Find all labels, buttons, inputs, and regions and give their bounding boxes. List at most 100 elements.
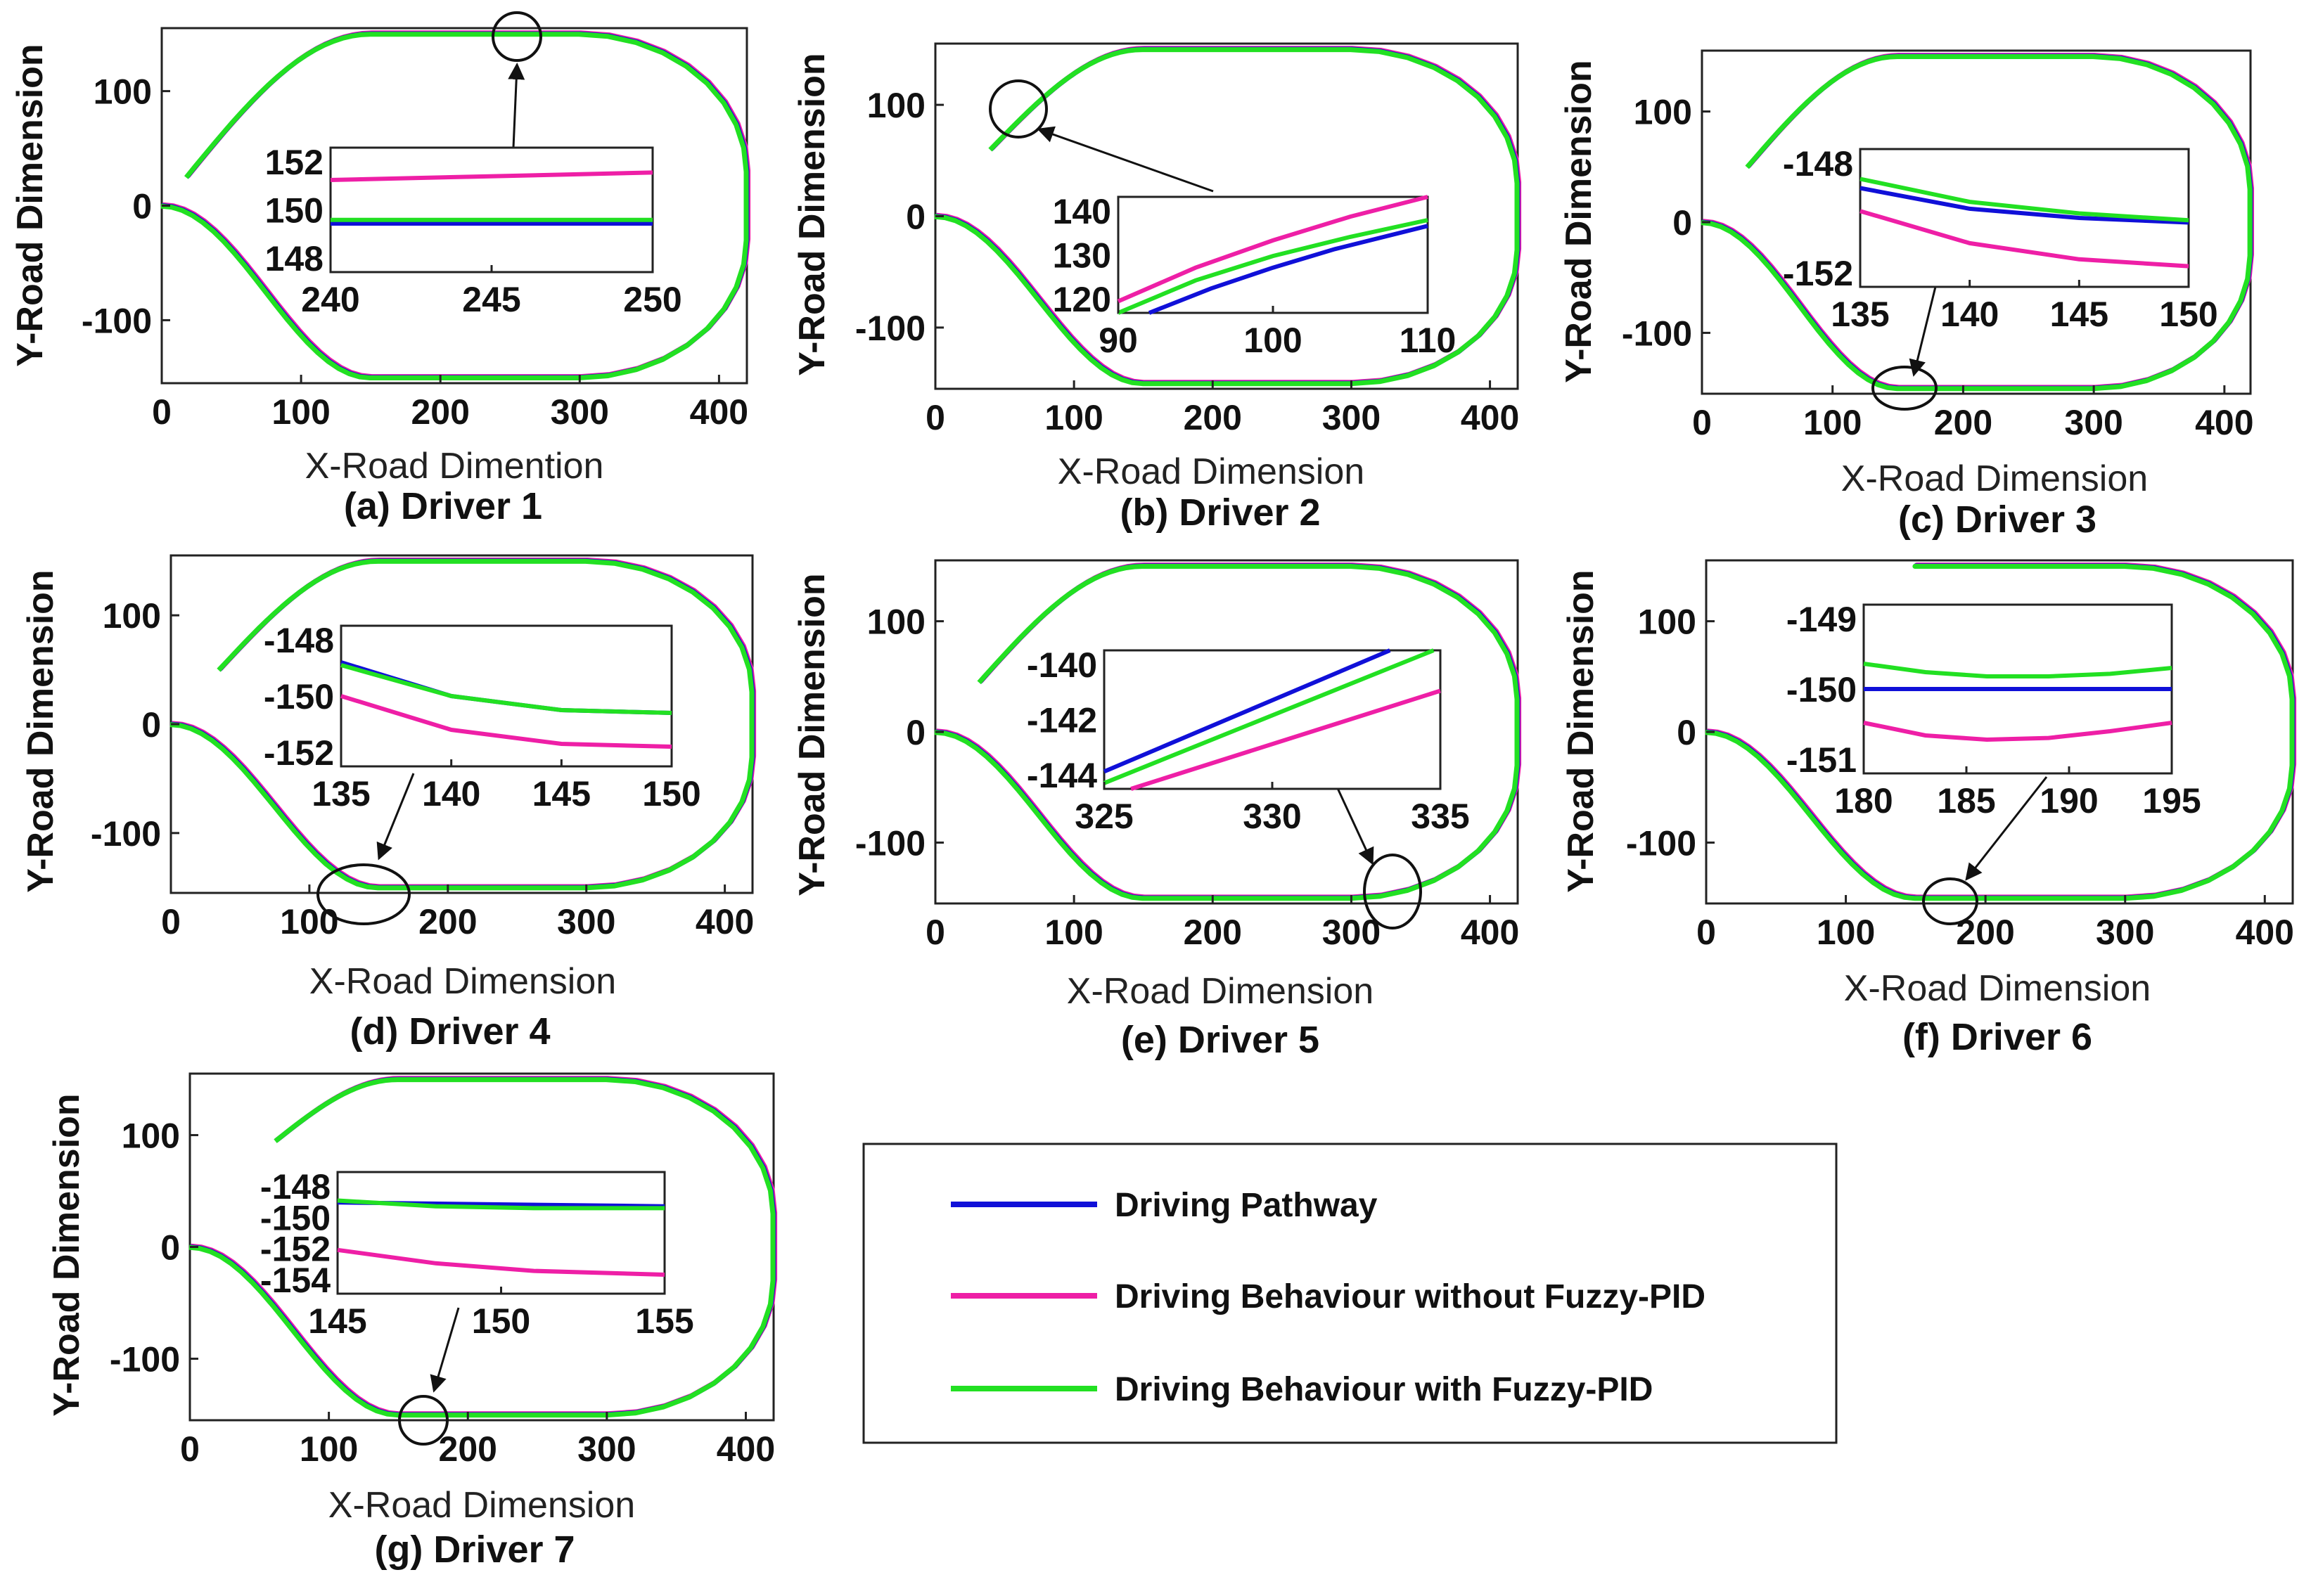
panel-caption: (b) Driver 2 — [1120, 491, 1320, 534]
inset-x-tick-label: 140 — [422, 774, 480, 813]
legend: Driving Pathway Driving Behaviour withou… — [862, 1143, 1838, 1444]
inset-series-line — [1117, 195, 1428, 304]
panel-caption: (c) Driver 3 — [1898, 498, 2096, 541]
panel-caption: (f) Driver 6 — [1902, 1016, 2092, 1058]
inset-series-line — [1130, 688, 1441, 791]
x-tick-label: 100 — [280, 902, 338, 941]
inset-x-tick-label: 180 — [1834, 781, 1893, 820]
y-axis-label: Y-Road Dimension — [792, 53, 833, 375]
series-line — [169, 558, 755, 891]
x-tick-label: 200 — [1184, 913, 1242, 952]
inset-x-tick-label: 145 — [2050, 295, 2108, 334]
panel-caption: (e) Driver 5 — [1121, 1019, 1319, 1061]
y-tick-label: 0 — [906, 198, 926, 237]
x-axis-label: X-Road Dimention — [305, 446, 604, 487]
y-tick-label: 100 — [94, 72, 152, 112]
x-tick-label: 200 — [1956, 913, 2014, 952]
inset-series-line — [1863, 662, 2172, 678]
y-axis-label: Y-Road Dimension — [46, 1093, 87, 1416]
panel-driver-7: 0 100 200 300 400 100 0 -100 X-Road Dimension Y-R… — [46, 1072, 778, 1571]
x-axis-label: X-Road Dimension — [328, 1485, 635, 1526]
panel-driver-5: 0 100 200 300 400 100 0 -100 X-Road Dimension Y-R… — [792, 559, 1522, 1061]
panel-driver-4: 0 100 200 300 400 100 0 -100 X-Road Dimension Y-R… — [20, 554, 757, 1053]
inset-x-tick-label: 110 — [1400, 321, 1457, 360]
inset-y-tick-label: -150 — [260, 1198, 331, 1237]
x-tick-label: 300 — [1322, 398, 1381, 437]
x-tick-label: 100 — [300, 1429, 358, 1469]
x-tick-label: 400 — [717, 1429, 775, 1469]
inset-x-tick-label: 240 — [301, 280, 359, 319]
x-tick-label: 0 — [926, 398, 945, 437]
panel-caption: (g) Driver 7 — [374, 1529, 575, 1571]
inset-x-tick-label: 135 — [1831, 295, 1889, 334]
inset-frame — [340, 624, 673, 768]
series-line — [934, 564, 1520, 901]
inset-series-line — [1103, 648, 1435, 785]
x-tick-label: 400 — [1461, 398, 1519, 437]
inset-y-tick-label: -148 — [264, 621, 334, 660]
inset-series-line — [340, 663, 672, 715]
x-tick-label: 400 — [696, 902, 754, 941]
series-line — [1701, 54, 2253, 392]
inset-y-tick-label: -148 — [260, 1167, 331, 1206]
zoom-region-circle — [1922, 877, 1978, 925]
y-axis-label: Y-Road Dimension — [1558, 60, 1599, 382]
x-axis-label: X-Road Dimension — [1844, 968, 2151, 1009]
series-line — [1705, 564, 2295, 901]
x-tick-label: 200 — [439, 1429, 497, 1469]
inset-series-line — [1859, 209, 2189, 269]
inset-series-line — [1117, 218, 1428, 315]
zoom-arrow — [508, 63, 525, 148]
inset-frame — [329, 146, 654, 273]
zoom-arrow — [1965, 776, 2048, 881]
panel-caption: (a) Driver 1 — [344, 485, 542, 527]
inset-y-tick-label: -152 — [1783, 254, 1853, 293]
inset-x-tick-label: 150 — [642, 774, 700, 813]
inset-y-tick-label: -154 — [260, 1261, 331, 1300]
inset-x-tick-label: 325 — [1075, 797, 1133, 836]
inset-series-line — [1863, 721, 2172, 742]
inset-x-tick-label: 90 — [1099, 321, 1138, 360]
x-tick-label: 400 — [1461, 913, 1519, 952]
inset-frame — [1103, 649, 1442, 790]
inset-x-tick-label: 330 — [1243, 797, 1301, 836]
y-axis-label: Y-Road Dimension — [792, 573, 833, 896]
inset-y-tick-label: -150 — [264, 677, 334, 716]
inset-y-tick-label: -148 — [1783, 144, 1853, 184]
y-tick-label: 0 — [906, 713, 926, 752]
x-axis-label: X-Road Dimension — [1067, 971, 1374, 1012]
y-tick-label: -100 — [1622, 314, 1692, 353]
zoom-region-circle — [1363, 854, 1422, 929]
x-tick-label: 0 — [161, 902, 181, 941]
inset-frame — [336, 1171, 666, 1295]
inset-x-tick-label: 155 — [635, 1301, 693, 1341]
inset-y-tick-label: 130 — [1053, 236, 1111, 276]
x-tick-label: 200 — [418, 902, 477, 941]
legend-label-without-fuzzy: Driving Behaviour without Fuzzy-PID — [1115, 1278, 1705, 1315]
inset-series-line — [337, 1198, 665, 1211]
inset-series-line — [337, 1247, 665, 1277]
inset-series-line — [330, 170, 653, 182]
inset-y-tick-label: 152 — [265, 143, 324, 182]
x-tick-label: 200 — [411, 392, 469, 432]
x-tick-label: 100 — [1044, 398, 1103, 437]
x-tick-label: 200 — [1934, 403, 1992, 442]
inset-x-tick-label: 195 — [2142, 781, 2201, 820]
x-tick-label: 400 — [2236, 913, 2294, 952]
x-tick-label: 0 — [1692, 403, 1712, 442]
y-tick-label: 0 — [132, 187, 152, 226]
legend-label-with-fuzzy: Driving Behaviour with Fuzzy-PID — [1115, 1371, 1653, 1408]
panel-caption: (d) Driver 4 — [350, 1010, 550, 1053]
y-tick-label: -100 — [855, 309, 926, 348]
inset-x-tick-label: 100 — [1243, 321, 1302, 360]
y-tick-label: 0 — [141, 705, 161, 745]
inset-x-tick-label: 135 — [312, 774, 370, 813]
inset-y-tick-label: -152 — [260, 1230, 331, 1269]
inset-y-tick-label: -149 — [1786, 600, 1857, 639]
series-line — [188, 1077, 776, 1418]
zoom-region-circle — [316, 863, 411, 925]
y-tick-label: 100 — [867, 603, 926, 642]
inset-y-tick-label: -144 — [1027, 756, 1097, 795]
